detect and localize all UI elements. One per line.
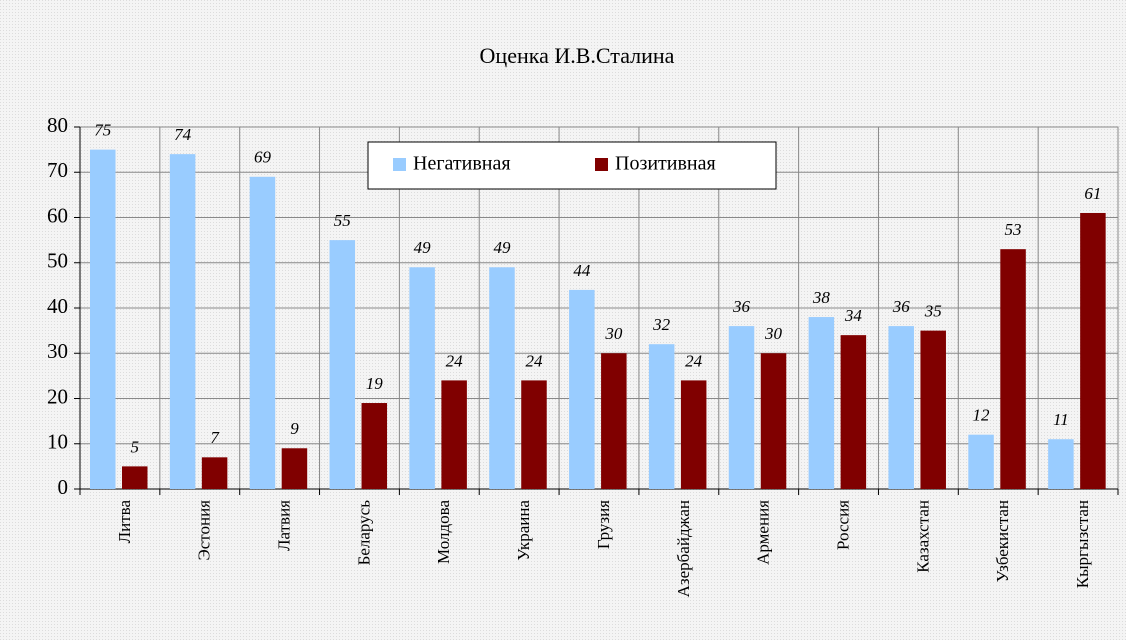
value-label: 36 [892, 297, 911, 316]
x-tick-label: Эстония [195, 500, 214, 561]
x-tick-label: Узбекистан [993, 500, 1012, 582]
bar [728, 326, 755, 489]
x-tick-label: Казахстан [913, 500, 932, 573]
value-label: 5 [131, 437, 140, 456]
x-tick-label: Молдова [434, 500, 453, 564]
value-label: 53 [1005, 220, 1022, 239]
value-label: 74 [174, 125, 192, 144]
bar [249, 176, 276, 489]
bar [169, 154, 196, 489]
value-label: 24 [446, 351, 464, 370]
x-tick-label: Россия [833, 500, 852, 550]
y-tick-label: 0 [58, 475, 69, 499]
legend-label: Негативная [413, 153, 511, 175]
bar [1000, 249, 1026, 489]
legend-swatch [393, 158, 406, 171]
x-tick-label: Кыргызстан [1073, 500, 1092, 588]
y-tick-label: 40 [47, 294, 68, 318]
bar [569, 289, 595, 489]
bar [648, 344, 675, 489]
value-label: 36 [732, 297, 751, 316]
legend-box [367, 141, 777, 190]
bar [489, 267, 515, 489]
y-tick-label: 60 [47, 203, 68, 227]
bar [808, 317, 835, 489]
value-label: 69 [254, 148, 272, 167]
bar [329, 240, 356, 489]
y-tick-label: 50 [47, 249, 68, 273]
bar [601, 353, 627, 489]
value-label: 9 [290, 419, 299, 438]
bar [90, 149, 116, 489]
legend-label: Позитивная [615, 153, 716, 175]
y-tick-label: 10 [47, 430, 68, 454]
value-label: 35 [924, 302, 942, 321]
value-label: 55 [334, 211, 351, 230]
y-tick-label: 70 [47, 158, 68, 182]
value-label: 44 [573, 261, 591, 280]
x-tick-label: Грузия [594, 500, 613, 549]
x-tick-label: Литва [115, 500, 134, 544]
bar [409, 267, 435, 489]
value-label: 24 [685, 351, 703, 370]
value-label: 38 [812, 288, 831, 307]
value-label: 49 [414, 238, 432, 257]
bar [920, 330, 946, 489]
bar [122, 466, 148, 489]
bar [1080, 212, 1106, 489]
bar [680, 380, 707, 489]
bar [201, 457, 228, 489]
bar [760, 353, 787, 489]
x-tick-label: Беларусь [354, 500, 373, 566]
value-label: 7 [210, 428, 220, 447]
value-label: 30 [604, 324, 623, 343]
value-label: 12 [973, 406, 991, 425]
x-tick-label: Украина [514, 500, 533, 561]
legend-swatch [595, 158, 608, 171]
bar [281, 448, 308, 489]
x-tick-label: Латвия [275, 500, 294, 551]
bar [968, 434, 994, 489]
bar [1048, 439, 1074, 489]
value-label: 75 [94, 121, 111, 140]
value-label: 61 [1084, 184, 1101, 203]
value-label: 30 [764, 324, 783, 343]
chart-title: Оценка И.В.Сталина [480, 43, 675, 68]
x-tick-label: Азербайджан [674, 500, 693, 597]
y-tick-label: 80 [47, 113, 68, 137]
bar [888, 326, 914, 489]
value-label: 11 [1053, 410, 1069, 429]
bar [521, 380, 547, 489]
x-tick-label: Армения [754, 500, 773, 565]
y-tick-label: 20 [47, 384, 68, 408]
value-label: 24 [525, 351, 543, 370]
value-label: 49 [493, 238, 511, 257]
value-label: 32 [652, 315, 671, 334]
bar [361, 403, 388, 489]
bar [441, 380, 467, 489]
value-label: 34 [844, 306, 863, 325]
bar [840, 335, 867, 489]
value-label: 19 [366, 374, 384, 393]
y-tick-label: 30 [47, 339, 68, 363]
